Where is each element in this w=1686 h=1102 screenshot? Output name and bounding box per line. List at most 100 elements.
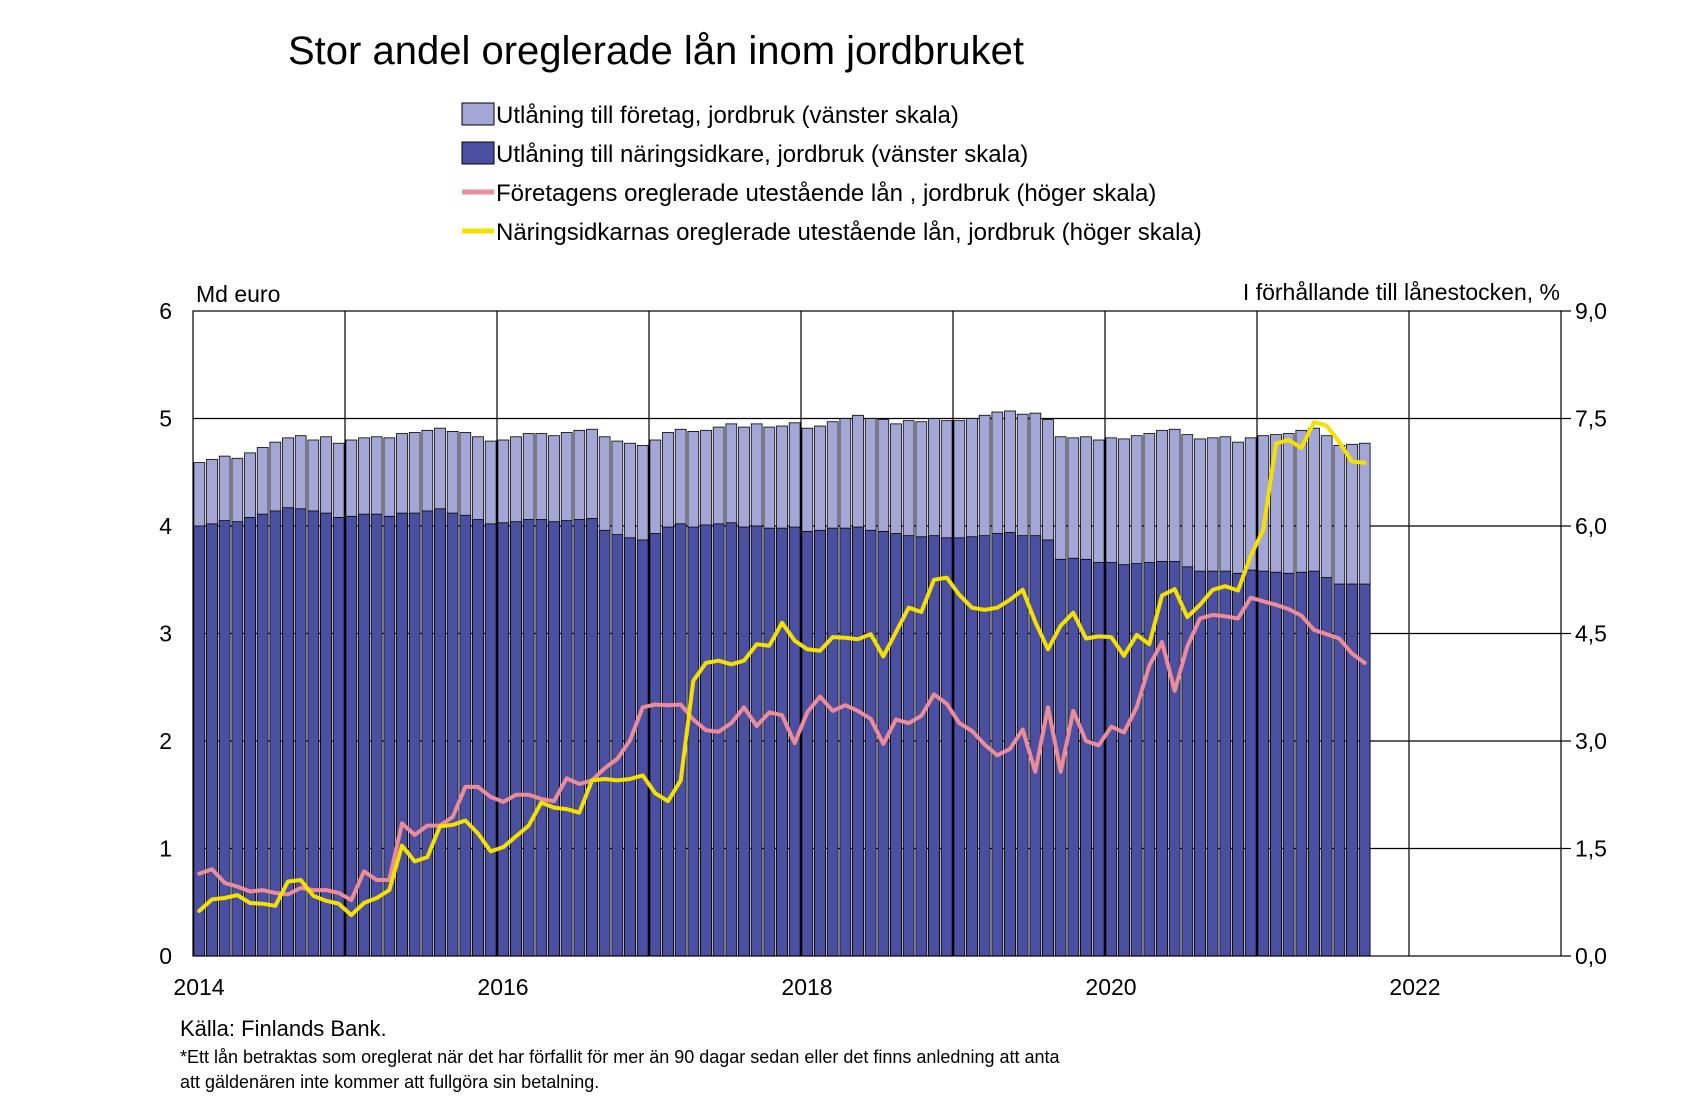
bar-naringsidkare [712,523,725,957]
bar-naringsidkare [1206,570,1219,957]
bar-naringsidkare [826,527,839,957]
y-right-tick-label: 7,5 [1575,406,1607,432]
y-right-tick-label: 9,0 [1575,298,1607,324]
bar-naringsidkare [1080,558,1092,957]
bar-naringsidkare [1282,572,1295,957]
bar-naringsidkare [750,525,763,957]
bar-naringsidkare [611,534,624,957]
bar-naringsidkare [269,510,282,957]
y-right-axis-label: I förhållande till lånestocken, % [1243,279,1560,305]
y-right-tick-label: 1,5 [1575,836,1607,862]
bar-naringsidkare [839,527,852,957]
bar-naringsidkare [1105,562,1118,957]
bar-naringsidkare [738,526,750,957]
footnote-line-2: att gäldenären inte kommer att fullgöra … [180,1072,599,1092]
bar-naringsidkare [700,524,712,957]
bar-naringsidkare [206,523,218,957]
bar-naringsidkare [636,539,649,957]
legend-label: Utlåning till företag, jordbruk (vänster… [496,102,959,129]
y-right-tick-label: 4,5 [1575,621,1607,647]
y-left-tick-label: 5 [159,406,172,432]
legend: Utlåning till företag, jordbruk (vänster… [461,102,1202,246]
bar-naringsidkare [586,518,598,957]
source-text: Källa: Finlands Bank. [180,1016,387,1041]
legend-label: Företagens oreglerade utestående lån , j… [496,180,1156,207]
bar-naringsidkare [852,526,864,957]
y-right-tick-label: 0,0 [1575,943,1607,969]
bar-naringsidkare [421,510,434,957]
bar-naringsidkare [358,513,370,957]
y-right-tick-label: 6,0 [1575,513,1607,539]
bar-naringsidkare [548,521,560,957]
bar-naringsidkare [1257,570,1270,957]
bar-naringsidkare [864,529,877,957]
bar-naringsidkare [1358,583,1371,957]
bar-naringsidkare [649,533,662,957]
bar-naringsidkare [472,519,484,957]
bar-naringsidkare [890,533,902,957]
y-right-tick-label: 3,0 [1575,728,1607,754]
bar-naringsidkare [991,533,1004,957]
bar-naringsidkare [231,521,244,957]
x-tick-label: 2018 [781,974,832,1000]
bar-naringsidkare [776,527,788,957]
legend-label: Näringsidkarnas oreglerade utestående lå… [496,219,1202,246]
line-foretag-npl [197,595,1367,903]
x-tick-label: 2016 [477,974,528,1000]
legend-label: Utlåning till näringsidkare, jordbruk (v… [496,141,1028,168]
bar-naringsidkare [560,520,573,957]
bar-naringsidkare [1219,570,1232,957]
bar-naringsidkare [1244,569,1257,957]
bar-naringsidkare [1042,539,1054,957]
bar-naringsidkare [522,519,535,957]
bar-naringsidkare [408,512,421,957]
bar-naringsidkare [446,512,459,957]
bar-naringsidkare [940,537,953,957]
bar-naringsidkare [1295,571,1308,957]
bar-naringsidkare [370,513,383,957]
chart-title: Stor andel oreglerade lån inom jordbruke… [288,29,1024,73]
bar-naringsidkare [434,508,446,957]
bar-naringsidkare [801,530,814,957]
bar-naringsidkare [1346,583,1358,957]
bar-naringsidkare [928,535,940,957]
bar-naringsidkare [459,514,472,957]
bar-naringsidkare [763,527,776,957]
bar-naringsidkare [573,519,586,957]
axes: 0 1 2 3 4 5 6 0,0 1,5 3,0 4,5 6,0 7,5 9,0 2014 2016 2018… [159,298,1607,1000]
bar-naringsidkare [218,520,231,957]
bar-naringsidkare [193,525,206,957]
y-left-tick-label: 4 [159,513,172,539]
line-naringsidkare-npl [197,420,1367,918]
bar-naringsidkare [497,522,510,957]
x-tick-label: 2020 [1085,974,1136,1000]
x-tick-label: 2022 [1389,974,1440,1000]
bar-naringsidkare [662,526,674,957]
footnote-line-1: *Ett lån betraktas som oreglerat när det… [180,1047,1061,1067]
legend-swatch [461,141,495,165]
bar-naringsidkare [535,519,548,957]
bar-naringsidkare [484,523,497,957]
bar-naringsidkare [1143,562,1156,957]
bar-naringsidkare [725,522,738,957]
bar-naringsidkare [1270,571,1282,957]
bar-naringsidkare [687,526,700,957]
y-left-tick-label: 2 [159,728,172,754]
bar-naringsidkare [396,512,408,957]
x-tick-label: 2014 [173,974,224,1000]
bar-naringsidkare [814,529,826,957]
bar-naringsidkare [1118,564,1130,957]
bar-naringsidkare [966,536,978,957]
gridlines [193,311,1561,956]
bar-naringsidkare [510,521,522,957]
y-left-tick-label: 0 [159,943,172,969]
bar-naringsidkare [902,535,915,957]
bar-naringsidkare [1130,563,1143,957]
bar-naringsidkare [598,529,611,957]
y-left-tick-label: 3 [159,621,172,647]
y-left-tick-label: 6 [159,298,172,324]
bar-naringsidkare [1092,562,1105,957]
bar-naringsidkare [1232,572,1244,957]
bars-naringsidkare [193,507,1371,957]
